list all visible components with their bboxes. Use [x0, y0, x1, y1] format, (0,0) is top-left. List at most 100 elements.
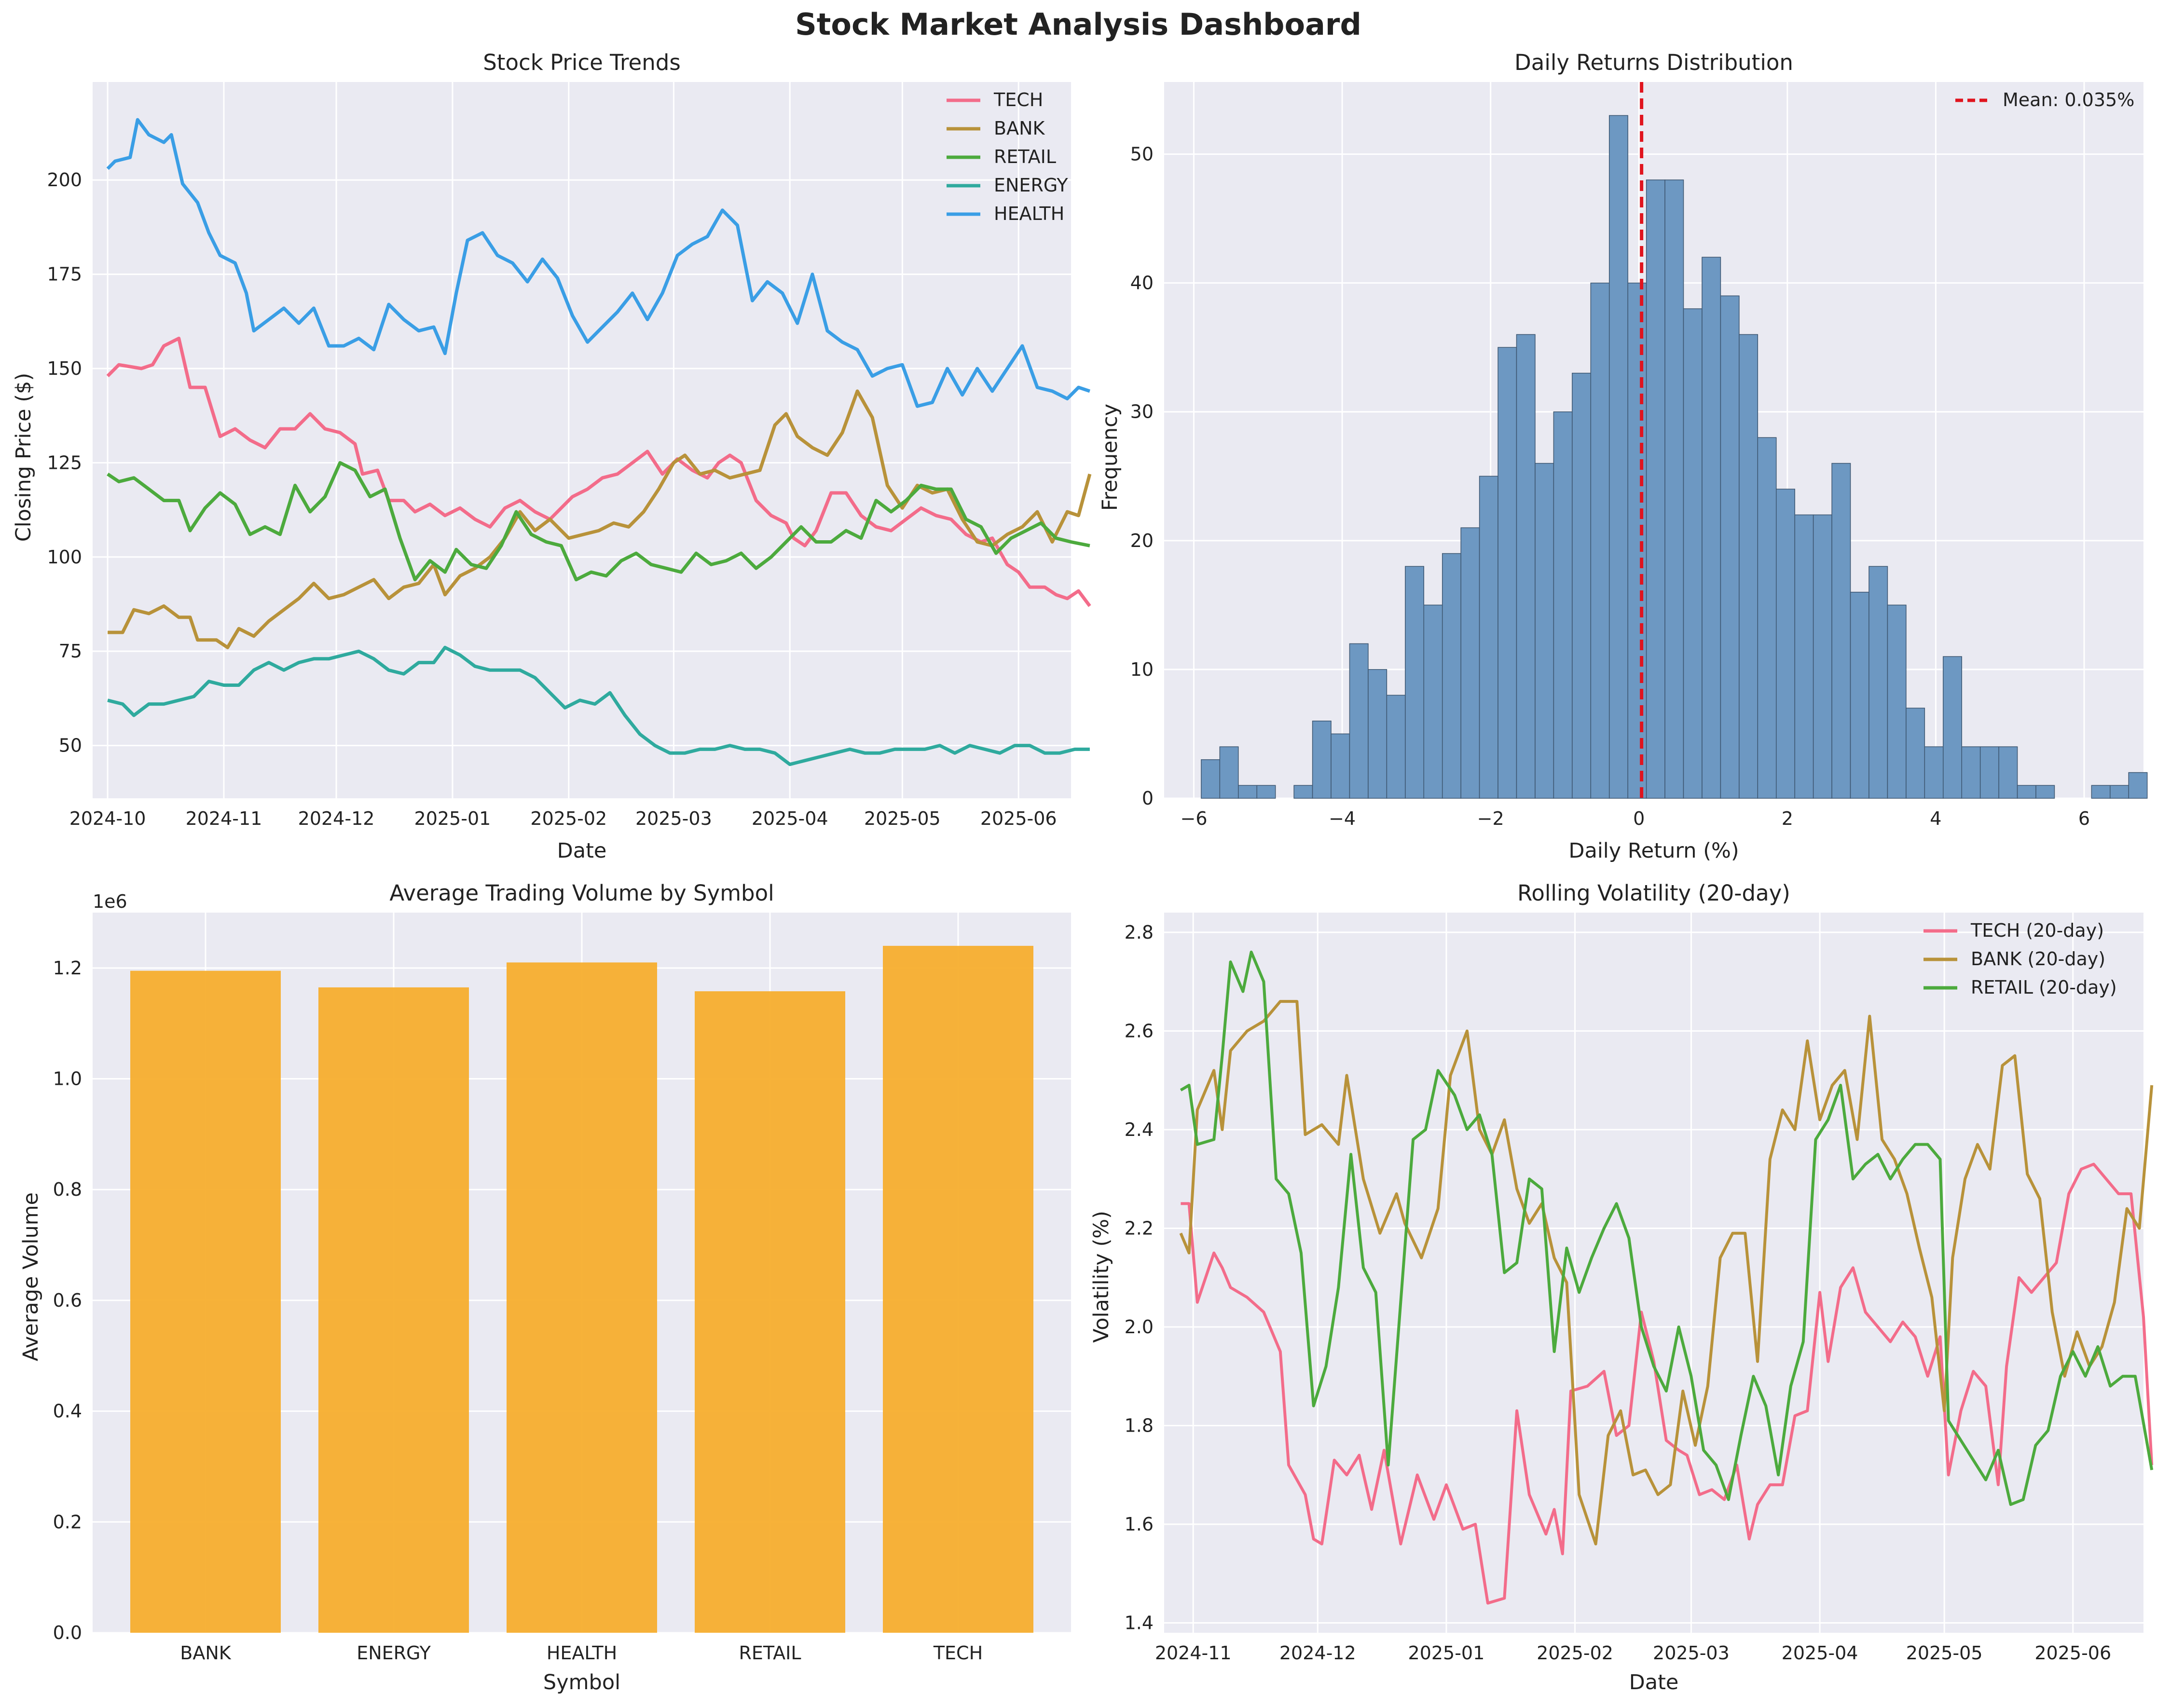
price-trends-plot-area — [93, 82, 1071, 798]
volume-x-tick: TECH — [933, 1642, 983, 1664]
volatility-y-tick: 1.4 — [1125, 1612, 1154, 1634]
price-trends-y-tick: 200 — [47, 169, 82, 191]
returns-hist-bar — [1238, 785, 1257, 799]
returns-hist-bar — [1201, 759, 1221, 799]
returns-x-tick: −4 — [1329, 808, 1356, 829]
returns-hist-bar — [1312, 720, 1332, 799]
returns-x-tick: 4 — [1930, 808, 1941, 829]
returns-hist-bar — [1405, 566, 1425, 799]
price-series-tech — [106, 337, 1091, 607]
price-trends-x-tick: 2025-04 — [752, 808, 828, 829]
returns-hist-bar — [1572, 372, 1592, 799]
volatility-x-tick: 2025-04 — [1782, 1642, 1858, 1664]
returns-hist-bar — [1776, 489, 1795, 799]
returns-distribution-panel: Daily Returns Distribution Daily Return … — [1098, 50, 2148, 863]
volume-title: Average Trading Volume by Symbol — [389, 880, 774, 906]
returns-x-tick: 6 — [2078, 808, 2090, 829]
returns-hist-bar — [2110, 785, 2129, 799]
price-trends-x-tick: 2025-02 — [530, 808, 607, 829]
volume-y-tick: 1.2 — [53, 957, 82, 979]
price-trends-ylabel: Closing Price ($) — [12, 373, 36, 542]
volatility-y-tick: 1.6 — [1125, 1514, 1154, 1535]
volatility-legend-label: BANK (20-day) — [1971, 948, 2105, 970]
returns-y-tick: 10 — [1130, 659, 1154, 680]
returns-hist-bar — [1887, 604, 1907, 799]
price-series-health — [106, 118, 1091, 408]
returns-hist-bar — [1442, 553, 1461, 799]
volatility-x-tick: 2025-03 — [1653, 1642, 1730, 1664]
volatility-x-tick: 2025-05 — [1906, 1642, 1983, 1664]
returns-hist-bar — [1924, 746, 1944, 799]
volume-offset-label: 1e6 — [93, 891, 127, 912]
returns-distribution-xlabel: Daily Return (%) — [1568, 839, 1739, 863]
volatility-y-tick: 2.4 — [1125, 1119, 1154, 1140]
volatility-x-tick: 2024-11 — [1155, 1642, 1232, 1664]
price-series-retail — [107, 461, 1090, 582]
returns-hist-bar — [1608, 115, 1628, 799]
volume-panel: Average Trading Volume by Symbol Symbol … — [19, 880, 1071, 1694]
returns-hist-bar — [1423, 604, 1443, 799]
volume-bar-retail — [695, 991, 845, 1633]
returns-hist-bar — [1906, 708, 1925, 799]
volatility-title: Rolling Volatility (20-day) — [1517, 880, 1790, 906]
volume-y-tick: 0.4 — [53, 1401, 82, 1422]
volatility-x-tick: 2025-02 — [1537, 1642, 1613, 1664]
volatility-x-tick: 2024-12 — [1279, 1642, 1356, 1664]
volatility-series-retail — [1180, 950, 2154, 1506]
volatility-x-tick: 2025-01 — [1408, 1642, 1485, 1664]
volume-y-tick: 0.6 — [53, 1290, 82, 1311]
price-trends-title: Stock Price Trends — [483, 50, 681, 75]
price-trends-legend-label: BANK — [994, 118, 1045, 139]
returns-hist-bar — [1943, 656, 1962, 799]
returns-hist-bar — [1868, 566, 1888, 799]
price-trends-legend-label: RETAIL — [994, 146, 1056, 167]
returns-hist-bar — [1256, 785, 1276, 799]
volatility-y-tick: 2.2 — [1125, 1217, 1154, 1239]
price-trends-panel: Stock Price Trends Date Closing Price ($… — [12, 50, 1092, 863]
returns-hist-bar — [1590, 282, 1610, 799]
returns-hist-bar — [1831, 463, 1851, 799]
dashboard-title: Stock Market Analysis Dashboard — [795, 7, 1361, 42]
volume-bar-health — [507, 962, 657, 1633]
returns-hist-bar — [1664, 179, 1684, 799]
returns-hist-bar — [1516, 334, 1536, 799]
volatility-xlabel: Date — [1629, 1670, 1679, 1694]
price-trends-legend-label: TECH — [993, 89, 1043, 110]
returns-y-tick: 20 — [1130, 530, 1154, 551]
price-series-bank — [108, 389, 1092, 649]
volume-bar-bank — [130, 970, 281, 1633]
returns-hist-bar — [2035, 785, 2055, 799]
volatility-series-tech — [1181, 1162, 2154, 1605]
returns-hist-bar — [1386, 695, 1406, 799]
price-trends-y-tick: 50 — [59, 735, 82, 756]
volatility-y-tick: 1.8 — [1125, 1415, 1154, 1436]
returns-hist-bar — [1998, 746, 2018, 799]
returns-y-tick: 40 — [1130, 273, 1154, 294]
returns-hist-bar — [2017, 785, 2036, 799]
volatility-legend-label: TECH (20-day) — [1970, 920, 2104, 941]
returns-hist-bar — [1979, 746, 1999, 799]
price-trends-x-tick: 2025-03 — [635, 808, 712, 829]
price-trends-y-tick: 100 — [47, 547, 82, 568]
returns-hist-bar — [1702, 257, 1721, 799]
price-trends-x-tick: 2025-01 — [414, 808, 491, 829]
returns-hist-bar — [2091, 785, 2111, 799]
returns-y-tick: 30 — [1130, 401, 1154, 423]
price-trends-xlabel: Date — [557, 839, 607, 863]
volatility-ylabel: Volatility (%) — [1089, 1211, 1113, 1343]
volume-y-tick: 0.8 — [53, 1179, 82, 1200]
volatility-series-bank — [1179, 1000, 2154, 1545]
returns-y-tick: 0 — [1142, 788, 1154, 809]
price-trends-legend-label: ENERGY — [994, 175, 1068, 196]
returns-hist-bar — [1627, 282, 1647, 799]
returns-hist-bar — [1219, 746, 1239, 799]
volume-bar-energy — [318, 987, 469, 1633]
returns-hist-bar — [1553, 411, 1573, 799]
returns-x-tick: 0 — [1633, 808, 1645, 829]
volume-x-tick: ENERGY — [357, 1642, 431, 1664]
returns-hist-bar — [1646, 179, 1665, 799]
returns-hist-bar — [1479, 476, 1498, 799]
returns-hist-bar — [1349, 643, 1369, 799]
volume-x-tick: RETAIL — [739, 1642, 801, 1664]
